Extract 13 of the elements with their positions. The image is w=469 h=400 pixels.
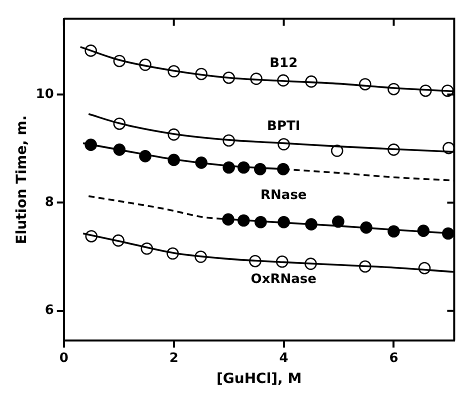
y-tick-label: 10 [36, 86, 54, 102]
y-axis-title: Elution Time, m. [14, 115, 30, 244]
x-axis-title: [GuHCl], M [216, 371, 302, 388]
annotation: B12 [270, 56, 298, 72]
x-tick-label: 0 [59, 350, 68, 366]
annotation: OxRNase [250, 272, 317, 287]
annotation: RNase [260, 188, 307, 204]
x-tick-label: 6 [389, 350, 398, 366]
y-tick-label: 6 [44, 303, 54, 318]
x-tick-label: 2 [169, 350, 178, 366]
annotation: BPTI [267, 118, 300, 134]
y-tick-label: 8 [44, 195, 54, 210]
x-tick-label: 4 [279, 350, 288, 366]
